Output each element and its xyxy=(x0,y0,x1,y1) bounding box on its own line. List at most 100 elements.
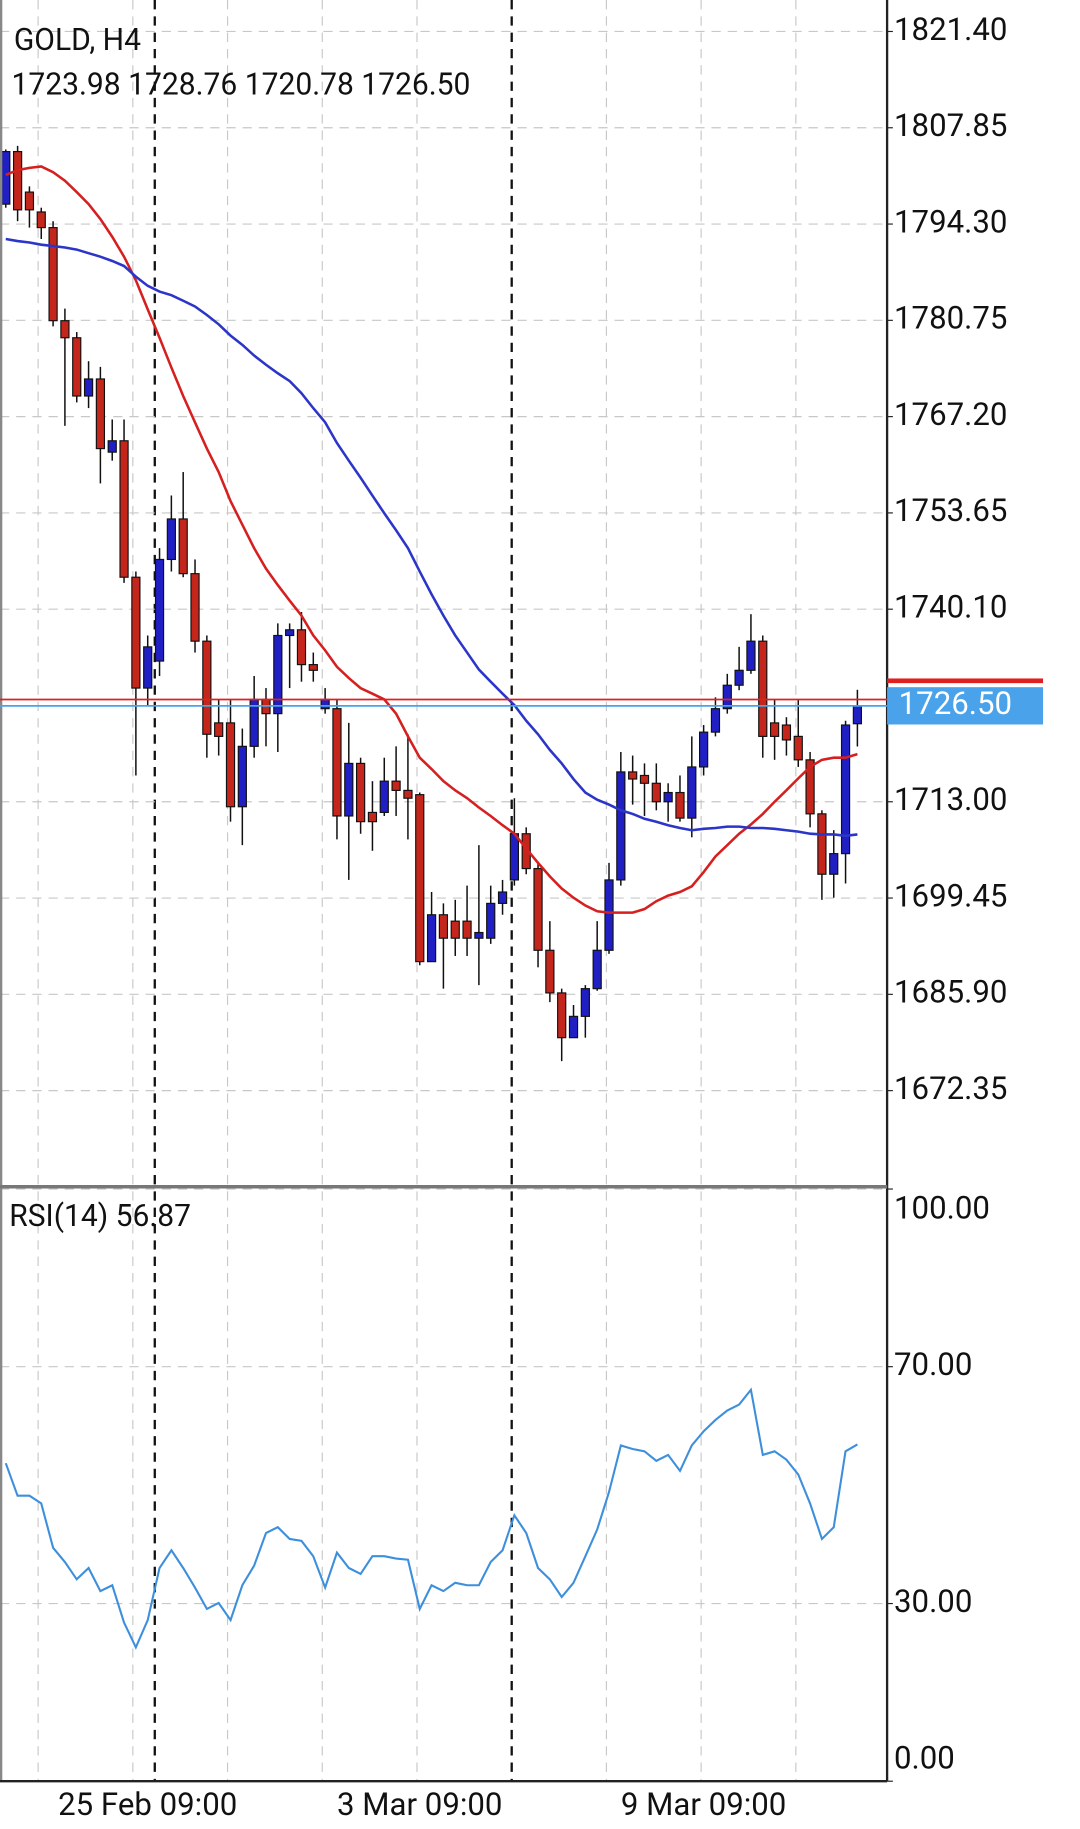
candle-body xyxy=(131,576,141,689)
candle-body xyxy=(840,724,851,855)
candle-body xyxy=(178,518,188,575)
last-price-label: 1726.50 xyxy=(899,685,1012,722)
candle-body xyxy=(829,853,839,875)
y-tick-label: 1767.20 xyxy=(894,396,1007,433)
candle-body xyxy=(675,791,685,819)
candle-body xyxy=(699,731,709,768)
candle-body xyxy=(474,931,484,939)
last-price-box xyxy=(887,687,1044,725)
x-tick-label: 25 Feb 09:00 xyxy=(58,1786,237,1823)
candle-body xyxy=(367,811,378,823)
candle-body xyxy=(817,813,827,875)
candle-body xyxy=(320,698,330,710)
candle-body xyxy=(154,558,165,662)
candle-body xyxy=(604,879,614,951)
candle-body xyxy=(769,722,780,737)
candle-body xyxy=(237,745,247,808)
x-tick-label: 3 Mar 09:00 xyxy=(337,1786,502,1823)
y-tick-label: 1672.35 xyxy=(894,1070,1007,1107)
candle-body xyxy=(580,988,590,1017)
y-tick-label: 1753.65 xyxy=(894,492,1007,529)
candle-body xyxy=(355,762,366,823)
candle-body xyxy=(758,640,768,737)
candle-body xyxy=(1,150,11,205)
candle-body xyxy=(438,914,449,939)
candle-body xyxy=(781,724,792,741)
candle-body xyxy=(628,771,638,780)
candle-body xyxy=(72,337,82,397)
candle-body xyxy=(805,759,815,815)
candle-body xyxy=(107,440,117,453)
candle-body xyxy=(497,891,508,904)
candle-body xyxy=(450,920,460,939)
y-tick-label: 100.00 xyxy=(894,1189,990,1226)
candle-body xyxy=(545,949,555,994)
y-tick-label: 1699.45 xyxy=(894,877,1007,914)
candle-body xyxy=(639,774,650,784)
rsi-line xyxy=(4,1387,858,1650)
candle-body xyxy=(190,573,200,642)
y-tick-label: 1740.10 xyxy=(894,588,1007,625)
candle-body xyxy=(143,646,153,689)
candle-body xyxy=(746,640,756,671)
y-tick-label: 1685.90 xyxy=(894,974,1007,1011)
candle-body xyxy=(793,735,803,761)
candle-body xyxy=(344,762,354,817)
candle-body xyxy=(687,766,697,819)
candle-body xyxy=(166,518,176,561)
candle-body xyxy=(852,705,863,725)
candle-body xyxy=(379,780,389,814)
candle-body xyxy=(486,902,496,939)
candle-body xyxy=(308,664,318,671)
candle-body xyxy=(119,440,129,578)
candle-body xyxy=(95,378,106,450)
rsi-title: RSI(14) 56.87 xyxy=(9,1199,191,1234)
candle-body xyxy=(273,634,283,715)
candle-body xyxy=(722,684,732,710)
candle-body xyxy=(391,780,401,791)
candle-body xyxy=(533,867,543,951)
candle-body xyxy=(202,640,212,735)
candle-body xyxy=(60,320,70,339)
ask-marker xyxy=(887,678,1044,684)
moving-average xyxy=(5,237,858,838)
candle-body xyxy=(616,771,626,881)
x-tick-label: 9 Mar 09:00 xyxy=(621,1786,786,1823)
candle-body xyxy=(12,150,23,211)
y-tick-label: 1807.85 xyxy=(894,107,1007,144)
y-tick-label: 1780.75 xyxy=(894,300,1007,337)
candle-body xyxy=(651,782,661,803)
y-tick-label: 1821.40 xyxy=(894,11,1007,48)
candle-body xyxy=(710,708,721,733)
candle-body xyxy=(24,191,35,211)
y-tick-label: 1794.30 xyxy=(894,203,1007,240)
period-separators xyxy=(153,0,513,1782)
candle-body xyxy=(36,211,46,229)
y-tick-label: 0.00 xyxy=(894,1739,955,1776)
candle-body xyxy=(663,791,673,803)
candle-body xyxy=(568,1015,579,1039)
candle-body xyxy=(285,629,295,637)
candle-body xyxy=(415,794,425,963)
candle-body xyxy=(225,722,236,808)
candle-body xyxy=(592,949,602,990)
candle-body xyxy=(557,992,567,1039)
y-tick-label: 30.00 xyxy=(894,1583,972,1620)
ohlc-text: 1723.98 1728.76 1720.78 1726.50 xyxy=(12,67,471,102)
moving-average xyxy=(5,165,858,914)
candle-body xyxy=(426,914,437,963)
candle-body xyxy=(521,833,531,870)
symbol-title: GOLD, H4 xyxy=(14,23,141,58)
candle-body xyxy=(462,920,472,939)
candle-body xyxy=(403,789,413,799)
candle-body xyxy=(509,833,520,881)
candle-body xyxy=(83,378,94,397)
y-tick-label: 1713.00 xyxy=(894,781,1007,818)
candle-body xyxy=(296,629,307,666)
candle-body xyxy=(214,722,224,737)
y-tick-label: 70.00 xyxy=(894,1346,972,1383)
candle-body xyxy=(48,227,58,322)
candle-body xyxy=(734,669,744,686)
